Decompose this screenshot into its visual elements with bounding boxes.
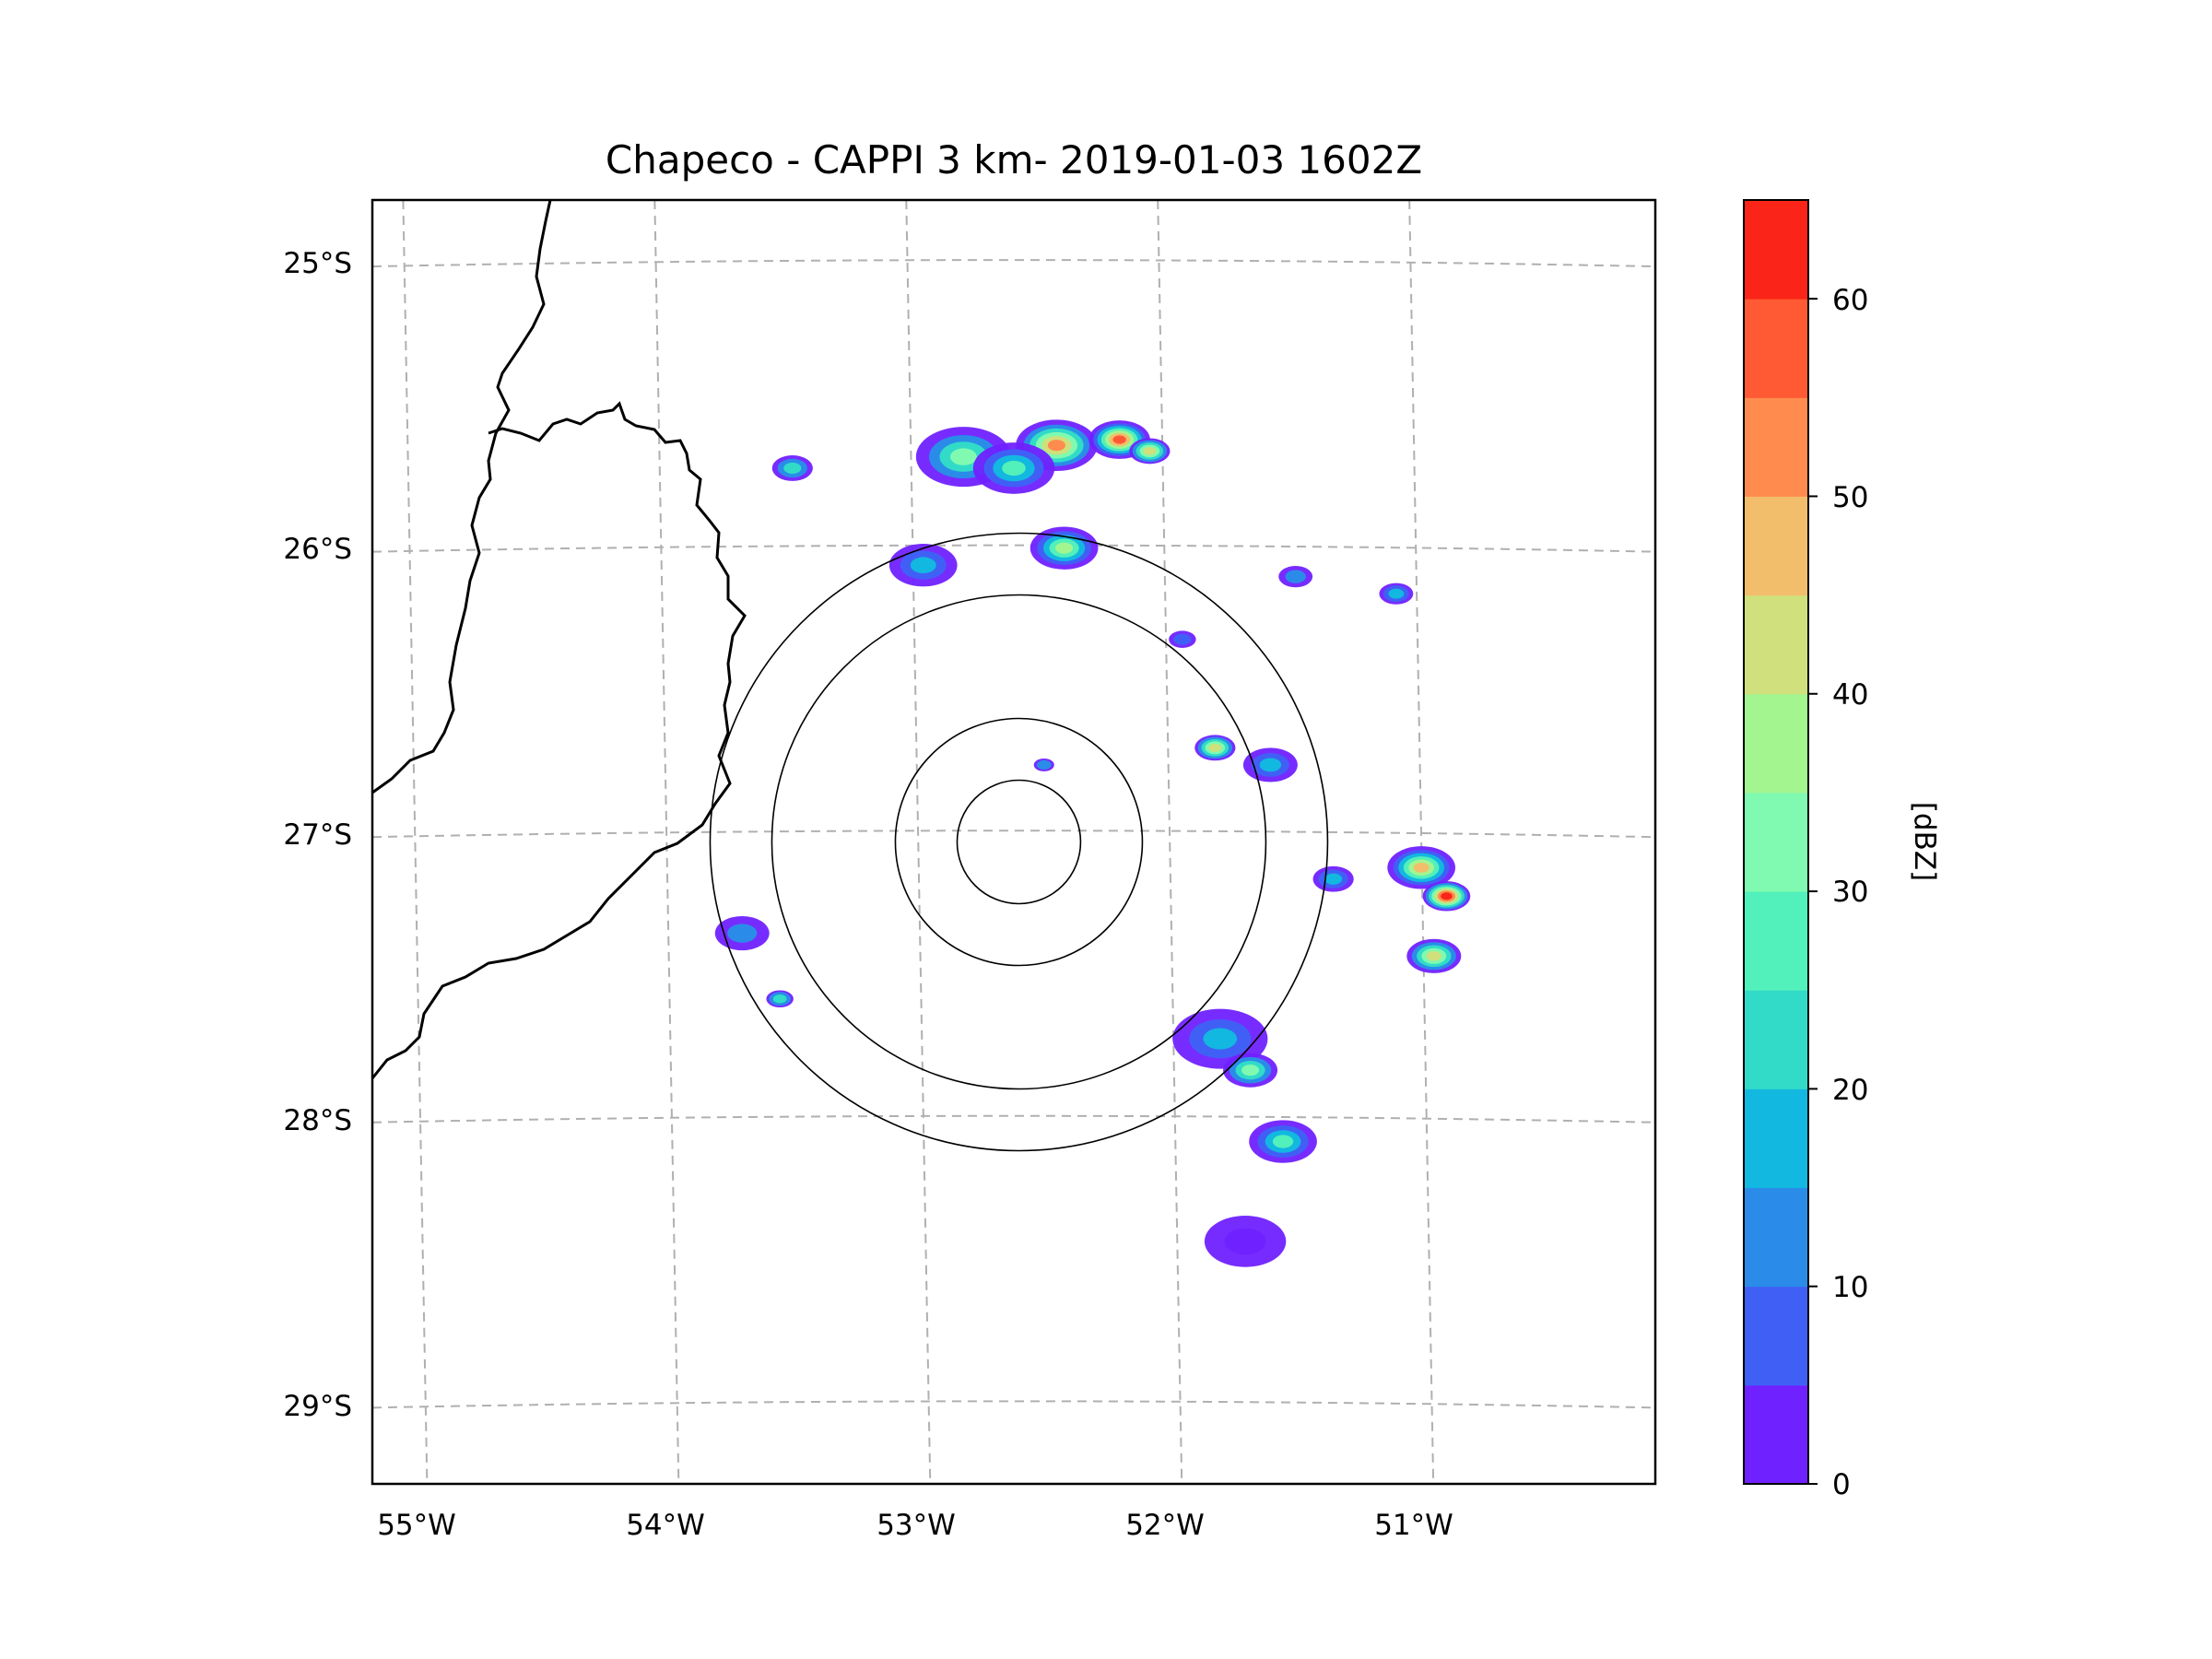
colorbar-segment: [1744, 594, 1808, 695]
colorbar-segment: [1744, 1088, 1808, 1189]
echo-cell: [949, 448, 977, 465]
chart-title: Chapeco - CAPPI 3 km- 2019-01-03 1602Z: [606, 137, 1422, 182]
echo-cell: [1388, 588, 1405, 599]
map-frame: [371, 198, 1657, 1486]
echo-cell: [1272, 1135, 1294, 1148]
parallel-line: [372, 830, 1655, 839]
colorbar-tick-label: 60: [1832, 284, 1868, 317]
echo-cell: [1208, 743, 1222, 752]
colorbar-segment: [1744, 397, 1808, 497]
echo-cell: [1143, 446, 1157, 455]
colorbar-segment: [1744, 1187, 1808, 1288]
range-ring: [956, 779, 1082, 905]
y-tick-label: 25°S: [283, 247, 352, 280]
colorbar-tick-label: 40: [1832, 678, 1868, 712]
range-ring: [771, 594, 1267, 1090]
echo-cell: [1224, 1228, 1266, 1255]
range-rings: [709, 532, 1329, 1152]
echo-cell: [1055, 542, 1074, 554]
colorbar-ticks: 0 10 20 30 40 50 60: [1832, 284, 1868, 1501]
colorbar-segment: [1744, 891, 1808, 991]
meridian-line: [653, 200, 680, 1484]
map-plot-area: [371, 198, 1657, 1486]
meridian-line: [1157, 200, 1183, 1484]
echo-cell: [1413, 862, 1430, 873]
x-tick-label: 53°W: [877, 1509, 956, 1542]
map-background: [372, 200, 1655, 1484]
y-axis-ticks: 25°S 26°S 27°S 28°S 29°S: [283, 247, 352, 1423]
echo-cell: [1002, 460, 1026, 477]
echo-cell: [1112, 435, 1126, 444]
x-axis-ticks: 55°W 54°W 53°W 52°W 51°W: [377, 1509, 1453, 1542]
echo-cell: [1036, 759, 1052, 770]
y-tick-label: 28°S: [283, 1104, 352, 1137]
colorbar-segment: [1744, 1286, 1808, 1386]
echo-cell: [1241, 1065, 1260, 1077]
colorbar-segment: [1744, 496, 1808, 596]
echo-cell: [1324, 873, 1343, 885]
echo-cell: [1285, 570, 1306, 583]
echo-cell: [1441, 892, 1453, 900]
border-argentina-brazil: [372, 200, 552, 794]
x-tick-label: 55°W: [377, 1509, 456, 1542]
colorbar-segment: [1744, 299, 1808, 398]
colorbar-frame: [1743, 199, 1809, 1485]
colorbar-segments: [1744, 200, 1818, 1485]
colorbar-tick-label: 10: [1832, 1271, 1868, 1304]
colorbar-tick-label: 50: [1832, 481, 1868, 514]
echo-cell: [783, 462, 802, 475]
x-tick-label: 52°W: [1125, 1509, 1205, 1542]
meridian-line: [905, 200, 932, 1484]
colorbar: 0 10 20 30 40 50 60 [dBZ]: [1743, 199, 1941, 1501]
echo-cell: [1203, 1028, 1238, 1050]
echo-cell: [1259, 758, 1282, 772]
colorbar-segment: [1744, 693, 1808, 794]
parallel-line: [372, 1114, 1655, 1124]
x-tick-label: 54°W: [626, 1509, 705, 1542]
colorbar-segment: [1744, 990, 1808, 1089]
colorbar-tick-label: 20: [1832, 1074, 1868, 1107]
x-tick-label: 51°W: [1374, 1509, 1453, 1542]
colorbar-segment: [1744, 1384, 1808, 1485]
border-parana-santa-catarina: [372, 401, 747, 1079]
echo-cell: [1047, 440, 1065, 452]
y-tick-label: 29°S: [283, 1390, 352, 1423]
parallel-line: [372, 259, 1655, 268]
country-state-borders: [372, 200, 747, 1079]
echo-cell: [1173, 633, 1192, 645]
colorbar-label: [dBZ]: [1908, 802, 1941, 881]
parallel-line: [372, 1400, 1655, 1409]
echo-cell: [1426, 951, 1442, 961]
colorbar-tick-label: 0: [1832, 1468, 1851, 1501]
y-tick-label: 26°S: [283, 533, 352, 566]
colorbar-segment: [1744, 200, 1808, 300]
parallel-line: [372, 544, 1655, 553]
meridian-line: [402, 200, 429, 1484]
reflectivity-echoes: [714, 419, 1471, 1267]
range-ring: [709, 532, 1329, 1152]
colorbar-segment: [1744, 792, 1808, 892]
echo-cell: [772, 994, 787, 1004]
range-ring: [894, 717, 1144, 967]
meridian-line: [1408, 200, 1435, 1484]
y-tick-label: 27°S: [283, 818, 352, 852]
echo-cell: [727, 924, 758, 943]
colorbar-tick-label: 30: [1832, 876, 1868, 909]
echo-cell: [910, 557, 936, 574]
graticule: [372, 200, 1655, 1484]
